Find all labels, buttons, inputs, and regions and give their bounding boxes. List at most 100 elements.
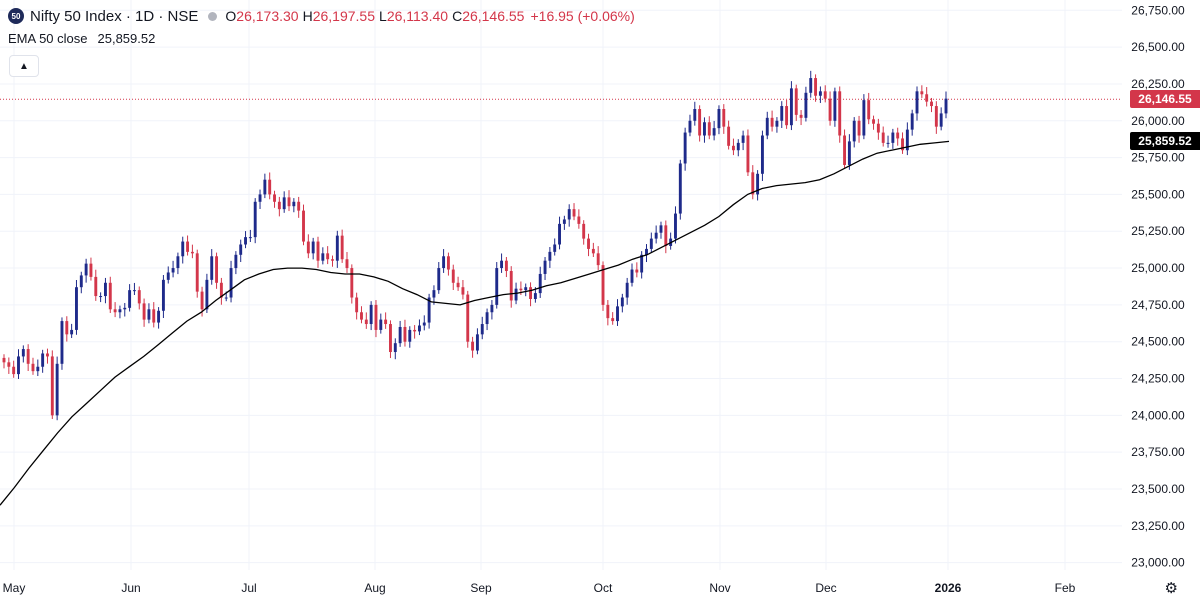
candle-body [195,253,199,292]
indicator-row[interactable]: EMA 50 close 25,859.52 [8,28,635,48]
candle-body [461,287,465,295]
candle-body [282,197,286,210]
candle-body [417,325,421,332]
y-tick-label: 26,250.00 [1131,77,1185,91]
candle-body [205,279,209,310]
candle-body [548,251,552,261]
candle-body [838,91,842,136]
candle-body [176,256,180,269]
candle-body [442,256,446,269]
candle-body [654,232,658,239]
candle-body [905,129,909,151]
candle-body [562,219,566,224]
candle-body [833,91,837,121]
candle-body [446,256,450,270]
candle-body [186,241,190,252]
y-tick-label: 25,000.00 [1131,261,1185,275]
candle-body [519,288,523,291]
candle-body [814,78,818,96]
x-tick-label: Oct [594,581,613,595]
candle-body [273,194,276,202]
candle-body [147,309,151,320]
candle-body [722,108,726,127]
candle-body [21,349,25,357]
ema-value-tag: 25,859.52 [1130,132,1200,151]
candle-body [75,287,78,330]
candle-body [210,256,214,280]
candle-body [161,279,165,311]
candle-body [355,297,359,313]
candle-body [910,113,914,130]
candle-body [789,88,793,126]
candle-body [31,363,35,372]
candle-body [804,92,808,118]
candle-body [847,141,851,165]
candle-body [7,362,11,367]
candle-body [698,108,702,136]
collapse-legend-button[interactable]: ▲ [9,55,39,77]
candle-body [852,120,856,142]
candle-body [640,254,644,273]
candle-body [451,269,455,283]
candle-body [649,238,653,249]
candle-body [765,117,769,136]
candle-body [89,263,93,277]
indicator-label: EMA 50 close [8,30,88,46]
candle-body [533,293,537,299]
candle-body [369,304,373,325]
candle-body [263,179,267,195]
candle-body [862,100,866,136]
candle-body [514,288,518,301]
candle-body [920,91,924,95]
candle-body [234,254,238,269]
y-tick-label: 23,250.00 [1131,519,1185,533]
candle-body [258,194,262,202]
symbol-title[interactable]: Nifty 50 Index · 1D · NSE [30,7,199,25]
candle-body [818,91,822,96]
candle-body [277,201,281,210]
candle-body [84,263,88,276]
candle-body [60,321,64,364]
candle-body [577,216,581,224]
gear-icon[interactable]: ⚙ [1164,580,1178,597]
candle-body [509,271,513,301]
candle-body [567,209,571,220]
candle-body [17,356,20,375]
candle-body [693,108,697,121]
candle-body [297,201,301,211]
candle-body [611,318,615,322]
candle-body [108,282,112,310]
candle-body [809,78,813,93]
candle-body [799,114,803,118]
candle-body [335,235,339,261]
ema-50-line [0,140,950,506]
candle-body [688,120,692,133]
indicator-value: 25,859.52 [97,30,156,46]
candle-body [26,349,30,364]
y-tick-label: 24,750.00 [1131,298,1185,312]
x-tick-label: Sep [470,581,492,595]
candle-body [316,241,320,261]
candle-body [181,241,185,257]
candle-body [504,260,508,272]
candle-body [123,307,127,310]
candle-body [524,287,528,291]
candle-body [490,304,494,313]
candle-body [760,135,764,174]
candle-body [630,269,634,283]
candle-body [891,132,895,143]
candle-body [379,319,383,330]
candle-body [142,303,146,320]
candle-body [703,122,706,136]
candle-body [408,329,412,342]
symbol-badge: 50 [8,8,24,24]
candle-body [596,253,600,266]
last-price-tag: 26,146.55 [1130,90,1200,109]
ohlc-close: C26,146.55 [452,8,525,24]
y-tick-label: 24,500.00 [1131,335,1185,349]
candle-body [645,248,648,255]
candle-body [881,132,885,143]
candle-body [823,91,827,99]
candle-body [731,145,735,151]
